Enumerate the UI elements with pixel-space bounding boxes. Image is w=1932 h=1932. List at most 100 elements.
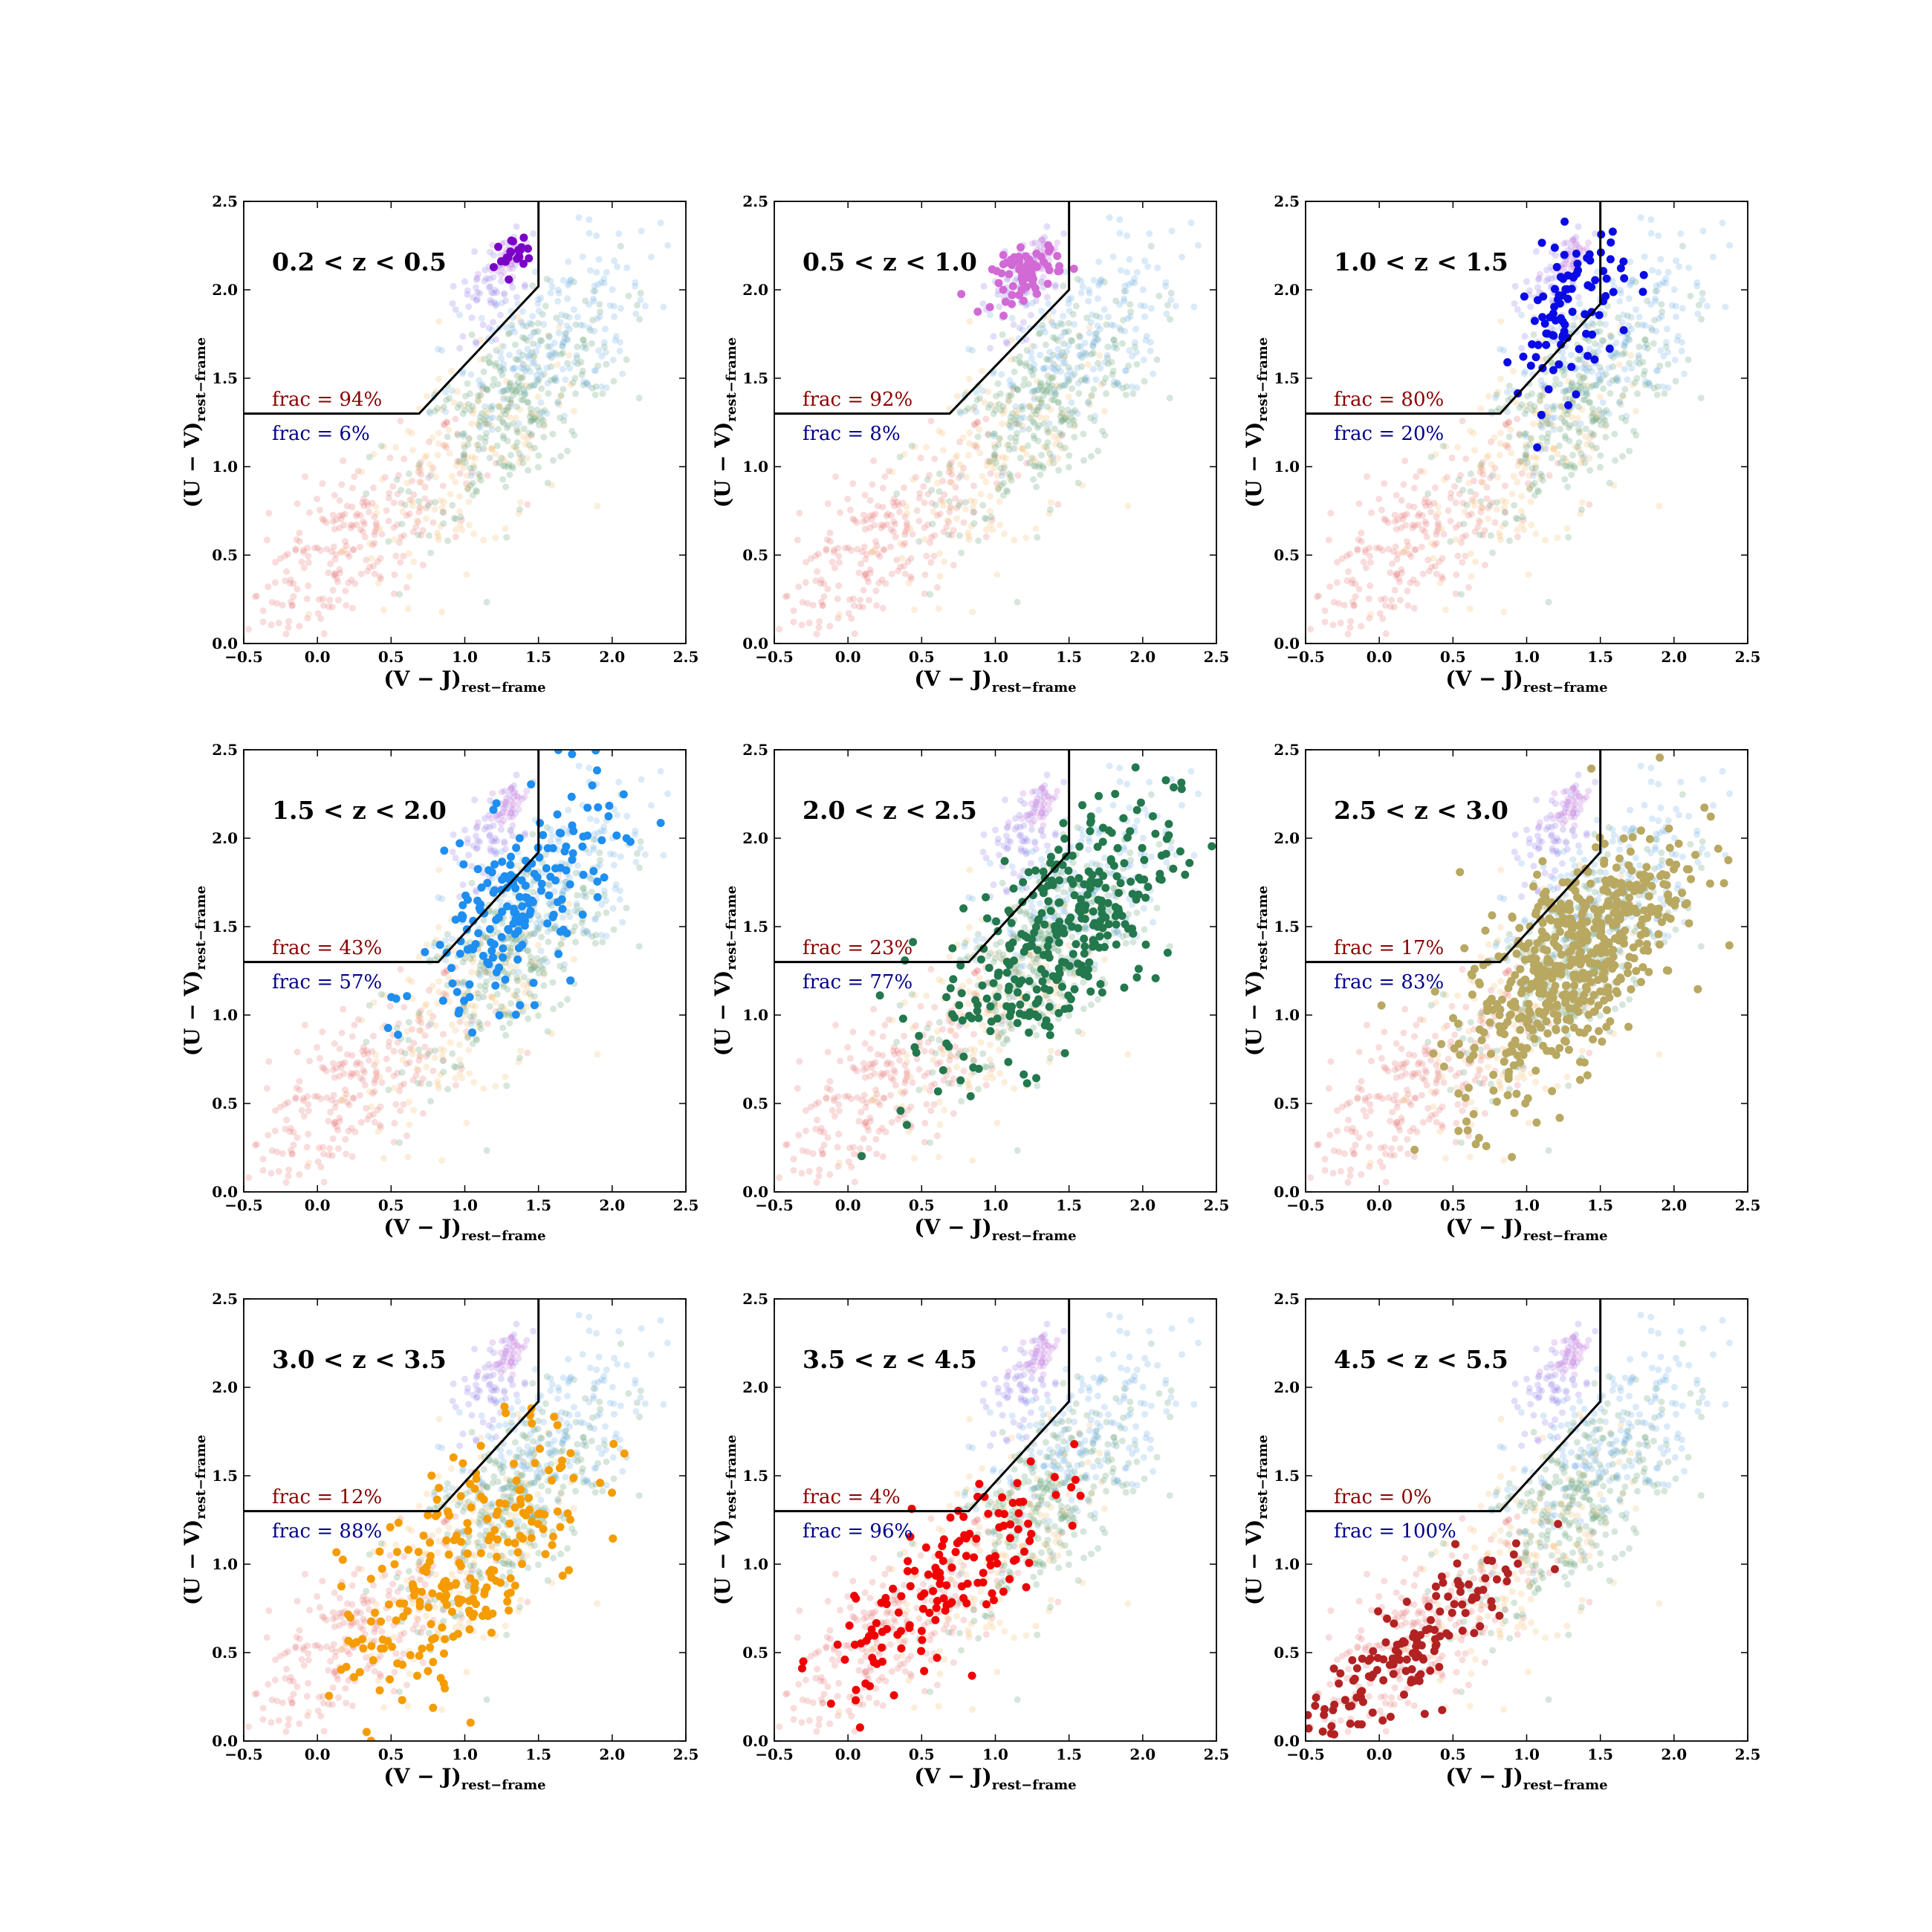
background-point [435, 988, 442, 996]
background-point [444, 537, 452, 545]
background-point [1428, 539, 1436, 547]
background-point [1600, 385, 1607, 392]
data-point [551, 864, 560, 873]
background-point [565, 258, 572, 265]
background-point [803, 1107, 810, 1115]
background-point [1526, 484, 1534, 492]
background-point [1614, 351, 1621, 359]
background-point [1433, 513, 1440, 520]
background-point [478, 410, 485, 418]
background-point [834, 615, 842, 622]
background-point [1620, 342, 1627, 349]
background-point [1066, 307, 1073, 314]
background-point [1076, 334, 1083, 341]
background-point [488, 993, 496, 1001]
background-point [1472, 558, 1479, 565]
background-point [974, 433, 982, 441]
background-point [890, 1043, 898, 1051]
data-point [1528, 340, 1537, 349]
background-point [421, 1032, 429, 1040]
background-point [1422, 495, 1429, 502]
background-point [1643, 340, 1650, 348]
background-point [469, 951, 476, 959]
background-point [1091, 965, 1098, 973]
background-point [1442, 606, 1450, 614]
background-point [1627, 282, 1634, 289]
background-point [467, 464, 474, 472]
background-point [397, 966, 404, 973]
background-point [363, 1105, 370, 1112]
background-point [1527, 498, 1534, 505]
background-point [562, 376, 569, 383]
background-point [1326, 583, 1334, 591]
background-point [1042, 341, 1049, 349]
background-point [474, 296, 482, 303]
background-point [946, 953, 953, 961]
background-point [1037, 380, 1044, 388]
panel-3: −0.5 0.0 0.5 1.0 1.5 2.0 2.50.00.51.01.52.02.5… [1242, 192, 1760, 696]
background-point [1616, 398, 1624, 406]
background-point [835, 559, 843, 566]
background-point [1080, 430, 1087, 438]
background-point [1472, 491, 1479, 499]
data-point [1606, 255, 1615, 264]
background-point [1124, 268, 1131, 276]
background-point [485, 811, 493, 819]
background-point [539, 957, 546, 965]
background-point [342, 538, 349, 545]
background-point [1022, 336, 1030, 343]
background-point [396, 1139, 403, 1147]
background-point [1010, 321, 1017, 328]
background-point [429, 1067, 437, 1074]
background-point [1467, 427, 1474, 435]
x-tick-label: 2.5 [673, 1196, 699, 1214]
background-point [885, 1016, 892, 1023]
data-point [589, 866, 598, 875]
background-point [528, 431, 536, 438]
background-point [1610, 482, 1618, 489]
background-point [950, 561, 957, 568]
background-point [590, 836, 597, 843]
data-point [1559, 274, 1568, 283]
background-point [296, 623, 303, 630]
background-point [878, 521, 885, 528]
background-point [271, 579, 279, 586]
background-point [522, 382, 530, 389]
background-point [583, 927, 591, 935]
background-point [1590, 417, 1598, 424]
background-point [564, 336, 571, 343]
background-point [263, 1085, 270, 1092]
background-point [1435, 525, 1442, 533]
background-point [1647, 230, 1655, 237]
background-point [611, 257, 618, 265]
background-point [527, 351, 534, 358]
background-point [331, 555, 339, 563]
background-point [1491, 434, 1498, 441]
background-point [401, 502, 409, 509]
background-point [813, 630, 820, 638]
background-point [493, 811, 501, 819]
background-point [965, 924, 973, 931]
background-point [340, 1094, 348, 1101]
background-point [538, 963, 545, 970]
background-point [1477, 498, 1485, 505]
background-point [1662, 343, 1670, 351]
background-point [1009, 386, 1017, 393]
background-point [1040, 420, 1048, 427]
background-point [557, 1001, 565, 1008]
background-point [1598, 410, 1606, 418]
background-point [899, 1048, 907, 1055]
background-point [456, 311, 463, 319]
background-point [1022, 360, 1030, 367]
background-point [507, 944, 514, 952]
background-point [1026, 459, 1034, 467]
background-point [633, 302, 641, 309]
background-point [560, 417, 568, 424]
panel-2: −0.5 0.0 0.5 1.0 1.5 2.0 2.50.00.51.01.52.02.5… [710, 192, 1229, 696]
background-point [1063, 348, 1071, 355]
background-point [461, 1008, 469, 1015]
data-point [1564, 401, 1573, 409]
background-point [1485, 452, 1492, 459]
background-point [1574, 444, 1581, 451]
background-point [514, 800, 522, 807]
